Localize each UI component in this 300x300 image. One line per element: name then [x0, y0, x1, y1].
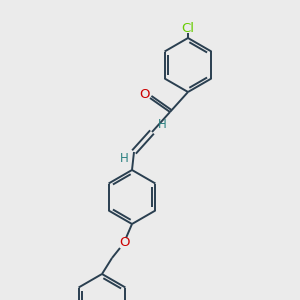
Text: O: O: [140, 88, 150, 101]
Text: O: O: [119, 236, 129, 248]
Text: Cl: Cl: [182, 22, 194, 34]
Text: H: H: [120, 152, 128, 166]
Text: H: H: [158, 118, 166, 131]
